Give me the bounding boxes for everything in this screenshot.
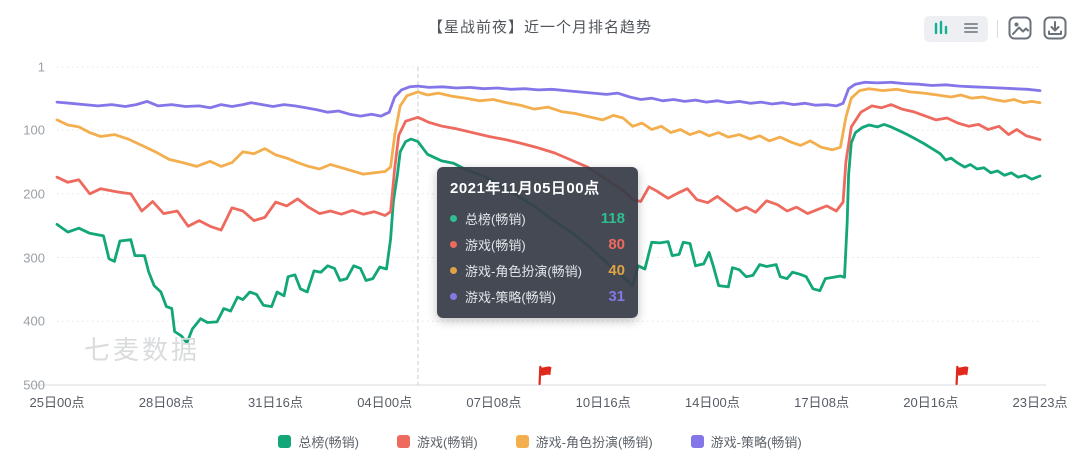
qimai-watermark: 七麦数据 [84, 335, 201, 365]
x-tick-label: 14日00点 [684, 395, 740, 410]
series-dot-icon [450, 292, 457, 300]
data-table-view-button[interactable] [958, 19, 984, 39]
page-title: 【星战前夜】近一个月排名趋势 [427, 19, 652, 36]
y-tick-label: 200 [23, 186, 45, 202]
legend-swatch-icon [515, 435, 529, 448]
tooltip-series-value: 40 [608, 261, 625, 279]
y-tick-label: 300 [23, 250, 45, 266]
event-flag-marker[interactable] [538, 365, 553, 386]
tooltip-row: 游戏-角色扮演(畅销) 40 [450, 257, 625, 283]
legend-item[interactable]: 总榜(畅销) [278, 432, 359, 451]
download-button[interactable] [1042, 16, 1068, 42]
tooltip-row: 游戏(畅销) 80 [450, 231, 625, 257]
legend-label: 游戏(畅销) [417, 435, 478, 450]
y-tick-label: 1 [37, 59, 45, 75]
tooltip-series-value: 118 [600, 209, 625, 227]
x-tick-label: 23日23点 [1012, 395, 1068, 410]
y-tick-label: 400 [23, 313, 45, 329]
series-dot-icon [450, 214, 457, 222]
legend-swatch-icon [397, 435, 410, 448]
event-flag-marker[interactable] [955, 365, 970, 386]
series-dot-icon [450, 240, 457, 248]
hover-tooltip: 2021年11月05日00点 总榜(畅销) 118 游戏(畅销) 80 游戏-角色扮演(… [437, 167, 638, 318]
tooltip-series-label: 总榜(畅销) [465, 211, 526, 227]
x-tick-label: 28日08点 [138, 395, 194, 410]
bar-chart-icon [932, 20, 950, 39]
download-icon [1042, 15, 1068, 44]
tooltip-series-label: 游戏-角色扮演(畅销) [465, 263, 582, 279]
x-tick-label: 04日00点 [357, 395, 413, 410]
series-line [55, 80, 1042, 118]
list-icon [962, 20, 980, 39]
series-dot-icon [450, 266, 457, 274]
chart-legend: 总榜(畅销) 游戏(畅销) 游戏-角色扮演(畅销) 游戏-策略(畅销) [0, 432, 1080, 451]
legend-item[interactable]: 游戏(畅销) [397, 432, 478, 451]
legend-label: 总榜(畅销) [298, 435, 359, 450]
y-tick-label: 500 [23, 377, 45, 393]
legend-swatch-icon [690, 435, 704, 448]
tooltip-series-value: 31 [608, 287, 625, 305]
image-icon [1007, 15, 1033, 44]
toolbar-divider [997, 20, 998, 38]
legend-label: 游戏-角色扮演(畅销) [535, 435, 653, 450]
x-tick-label: 20日16点 [903, 395, 959, 410]
x-tick-label: 31日16点 [247, 395, 303, 410]
trend-chart-view-button[interactable] [928, 19, 954, 39]
series-line [55, 87, 1042, 176]
y-tick-label: 100 [23, 122, 45, 138]
legend-swatch-icon [278, 435, 292, 448]
tooltip-date: 2021年11月05日00点 [450, 180, 600, 197]
chart-toolbar [924, 16, 1068, 42]
x-tick-label: 17日08点 [794, 395, 850, 410]
export-image-button[interactable] [1007, 16, 1033, 42]
legend-label: 游戏-策略(畅销) [710, 435, 802, 450]
tooltip-row: 总榜(畅销) 118 [450, 205, 625, 231]
x-tick-label: 07日08点 [466, 395, 522, 410]
x-tick-label: 25日00点 [29, 395, 85, 410]
tooltip-series-value: 80 [608, 235, 625, 253]
tooltip-row: 游戏-策略(畅销) 31 [450, 283, 625, 309]
tooltip-series-label: 游戏-策略(畅销) [465, 289, 556, 305]
x-tick-label: 10日16点 [575, 395, 631, 410]
view-switcher [924, 16, 988, 42]
tooltip-series-label: 游戏(畅销) [465, 237, 526, 253]
legend-item[interactable]: 游戏-策略(畅销) [690, 432, 802, 451]
legend-item[interactable]: 游戏-角色扮演(畅销) [515, 432, 653, 451]
